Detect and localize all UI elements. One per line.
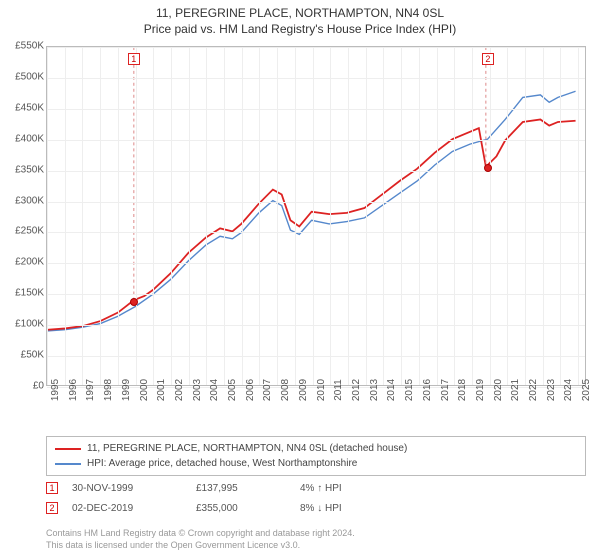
chart-subtitle: Price paid vs. HM Land Registry's House …: [0, 22, 600, 38]
y-axis-label: £200K: [15, 257, 44, 268]
legend-swatch-hpi: [55, 463, 81, 465]
x-axis-label: 1996: [68, 379, 79, 401]
y-axis-label: £350K: [15, 164, 44, 175]
x-axis-label: 2016: [422, 379, 433, 401]
y-axis-label: £150K: [15, 288, 44, 299]
legend-row: 11, PEREGRINE PLACE, NORTHAMPTON, NN4 0S…: [55, 441, 577, 456]
footer-line: This data is licensed under the Open Gov…: [46, 540, 586, 552]
y-axis-label: £250K: [15, 226, 44, 237]
x-axis-label: 2009: [298, 379, 309, 401]
footer-line: Contains HM Land Registry data © Crown c…: [46, 528, 586, 540]
transaction-date: 02-DEC-2019: [72, 503, 182, 514]
title-block: 11, PEREGRINE PLACE, NORTHAMPTON, NN4 0S…: [0, 0, 600, 37]
x-axis-label: 2025: [581, 379, 592, 401]
legend-row: HPI: Average price, detached house, West…: [55, 456, 577, 471]
x-axis-label: 2019: [475, 379, 486, 401]
transaction-marker-icon: 2: [46, 502, 58, 514]
y-axis-label: £100K: [15, 319, 44, 330]
x-axis-label: 2012: [351, 379, 362, 401]
y-axis-label: £400K: [15, 133, 44, 144]
x-axis-label: 2000: [139, 379, 150, 401]
x-axis-label: 2014: [386, 379, 397, 401]
legend-label: 11, PEREGRINE PLACE, NORTHAMPTON, NN4 0S…: [87, 441, 407, 456]
x-axis-label: 2021: [510, 379, 521, 401]
chart-container: 11, PEREGRINE PLACE, NORTHAMPTON, NN4 0S…: [0, 0, 600, 560]
x-axis-label: 2003: [192, 379, 203, 401]
marker-number-box: 2: [482, 53, 494, 65]
x-axis-label: 2013: [369, 379, 380, 401]
x-axis-label: 1997: [85, 379, 96, 401]
x-axis-label: 2007: [262, 379, 273, 401]
x-axis-label: 1995: [50, 379, 61, 401]
y-axis-label: £50K: [21, 350, 44, 361]
transaction-delta: 4% ↑ HPI: [300, 483, 586, 494]
transaction-price: £355,000: [196, 503, 286, 514]
transaction-marker-icon: 1: [46, 482, 58, 494]
x-axis-label: 2010: [316, 379, 327, 401]
x-axis-label: 2006: [245, 379, 256, 401]
y-axis-label: £300K: [15, 195, 44, 206]
x-axis-label: 2022: [528, 379, 539, 401]
y-axis-label: £0: [33, 381, 44, 392]
transaction-row: 1 30-NOV-1999 £137,995 4% ↑ HPI: [46, 482, 586, 494]
legend-box: 11, PEREGRINE PLACE, NORTHAMPTON, NN4 0S…: [46, 436, 586, 476]
marker-dot-icon: [130, 298, 138, 306]
x-axis-label: 2008: [280, 379, 291, 401]
transaction-delta: 8% ↓ HPI: [300, 503, 586, 514]
x-axis-label: 1998: [103, 379, 114, 401]
x-axis-label: 2015: [404, 379, 415, 401]
series-line-property: [48, 119, 576, 329]
y-axis-label: £500K: [15, 71, 44, 82]
x-axis-label: 2024: [563, 379, 574, 401]
y-axis-label: £450K: [15, 102, 44, 113]
x-axis-label: 2005: [227, 379, 238, 401]
footer-attribution: Contains HM Land Registry data © Crown c…: [46, 528, 586, 551]
transaction-date: 30-NOV-1999: [72, 483, 182, 494]
chart-title: 11, PEREGRINE PLACE, NORTHAMPTON, NN4 0S…: [0, 6, 600, 22]
marker-number-box: 1: [128, 53, 140, 65]
x-axis-label: 1999: [121, 379, 132, 401]
x-axis-label: 2001: [156, 379, 167, 401]
transaction-row: 2 02-DEC-2019 £355,000 8% ↓ HPI: [46, 502, 586, 514]
x-axis-label: 2023: [546, 379, 557, 401]
legend-label: HPI: Average price, detached house, West…: [87, 456, 357, 471]
plot-area: 12: [46, 46, 586, 386]
x-axis-label: 2011: [333, 379, 344, 401]
chart-svg: [47, 47, 585, 385]
x-axis-label: 2018: [457, 379, 468, 401]
legend-swatch-property: [55, 448, 81, 450]
transaction-price: £137,995: [196, 483, 286, 494]
x-axis-label: 2002: [174, 379, 185, 401]
x-axis-label: 2017: [440, 379, 451, 401]
y-axis-label: £550K: [15, 41, 44, 52]
x-axis-label: 2020: [493, 379, 504, 401]
marker-dot-icon: [484, 164, 492, 172]
x-axis-label: 2004: [209, 379, 220, 401]
